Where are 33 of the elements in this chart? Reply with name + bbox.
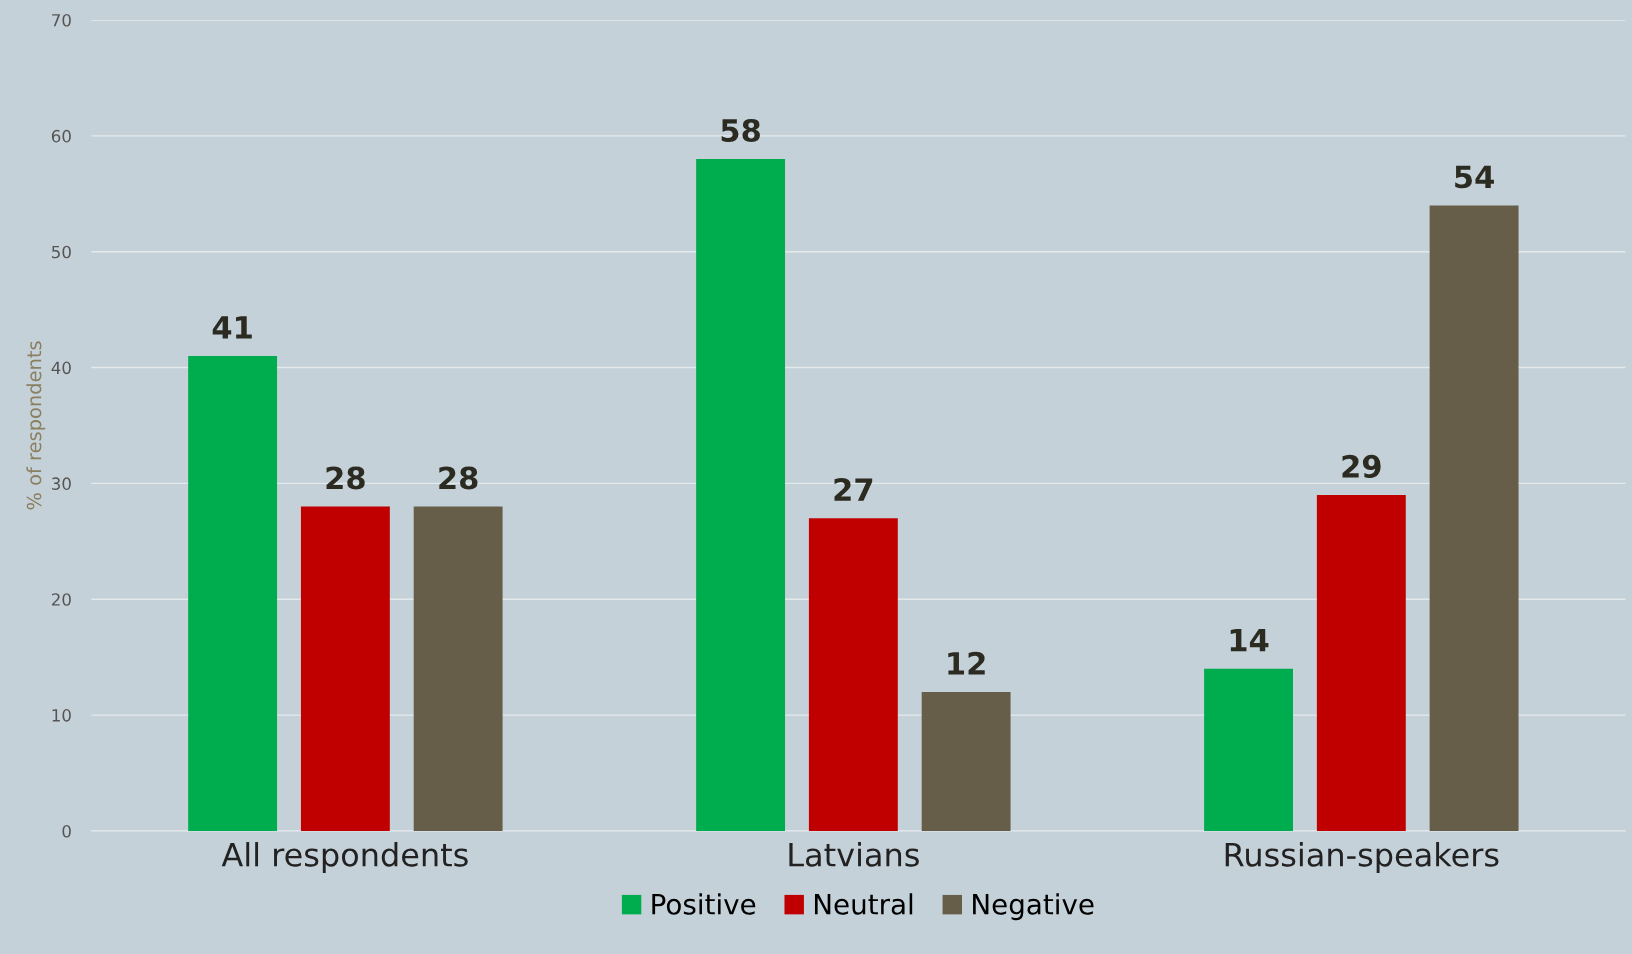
bar bbox=[921, 691, 1011, 831]
bar bbox=[413, 506, 503, 831]
bar bbox=[1316, 494, 1406, 831]
y-tick-label: 20 bbox=[51, 593, 71, 606]
data-label: 54 bbox=[1455, 165, 1494, 189]
data-label: 28 bbox=[326, 466, 365, 490]
data-label: 14 bbox=[1230, 629, 1269, 652]
y-tick-label: 40 bbox=[51, 361, 71, 375]
y-axis-title: % of respondents bbox=[26, 341, 46, 510]
y-tick-label: 10 bbox=[52, 709, 71, 722]
data-label: 12 bbox=[948, 651, 985, 675]
data-label: 28 bbox=[439, 466, 478, 490]
data-label: 41 bbox=[212, 316, 252, 339]
y-tick-label: 50 bbox=[52, 245, 71, 259]
x-tick-label: Latvians bbox=[789, 842, 919, 867]
data-label: 29 bbox=[1342, 454, 1381, 478]
bar bbox=[1429, 205, 1519, 831]
y-tick-label: 0 bbox=[62, 824, 71, 838]
legend-label: Neutral bbox=[814, 893, 913, 915]
bar bbox=[696, 159, 786, 831]
legend-label: Negative bbox=[973, 893, 1094, 921]
bar bbox=[1204, 668, 1293, 831]
x-tick-label: Russian-speakers bbox=[1225, 842, 1499, 873]
y-tick-label: 60 bbox=[51, 129, 71, 143]
data-label: 58 bbox=[721, 118, 760, 143]
y-tick-label: 70 bbox=[52, 14, 71, 27]
bar bbox=[300, 506, 390, 831]
y-tick-label: 30 bbox=[52, 477, 71, 490]
data-label: 27 bbox=[834, 478, 873, 501]
bar bbox=[188, 355, 278, 831]
x-tick-label: All respondents bbox=[221, 842, 468, 873]
bar bbox=[808, 518, 898, 831]
legend-label: Positive bbox=[652, 893, 756, 915]
